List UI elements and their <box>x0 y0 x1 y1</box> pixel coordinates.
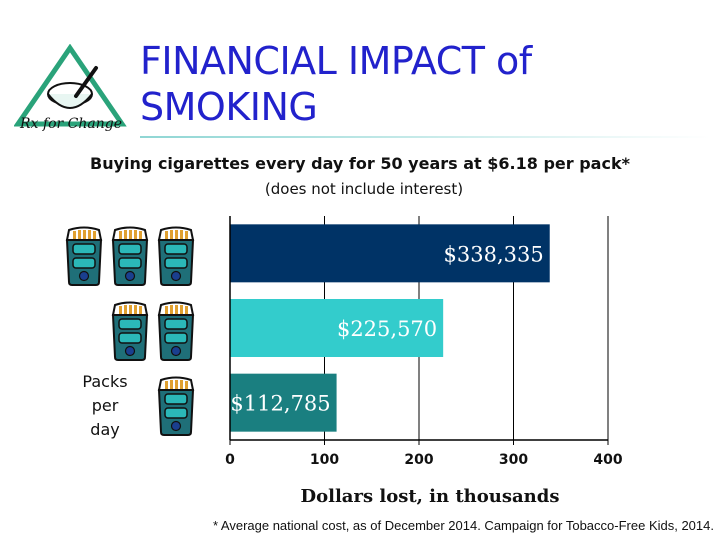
bar <box>230 373 337 432</box>
cigarette-pack-icon <box>64 224 104 290</box>
y-axis-label: Packs per day <box>60 370 150 442</box>
x-tick-label: 400 <box>593 452 622 468</box>
cigarette-pack-icon <box>156 374 196 440</box>
y-axis-label-line: day <box>90 420 120 439</box>
data-label: $112,785 <box>230 392 330 416</box>
x-tick-label: 300 <box>499 452 528 468</box>
bar <box>230 224 550 283</box>
slide-title: FINANCIAL IMPACT of SMOKING <box>140 39 532 129</box>
y-axis-label-line: per <box>91 396 119 415</box>
rx-for-change-logo: Rx for Change <box>14 44 127 132</box>
x-axis-label: Dollars lost, in thousands <box>301 486 560 507</box>
cigarette-pack-icon <box>156 299 196 365</box>
data-label: $338,335 <box>444 242 544 266</box>
title-divider <box>140 136 710 138</box>
pestle-icon <box>74 66 98 98</box>
cigarette-pack-icon <box>110 224 150 290</box>
mortar-bowl-icon <box>47 93 93 109</box>
x-tick-label: 200 <box>404 452 433 468</box>
y-axis-label-line: Packs <box>82 372 128 391</box>
cigarette-pack-icon <box>156 224 196 290</box>
chart-subtitle: Buying cigarettes every day for 50 years… <box>90 154 630 173</box>
chart-note: (does not include interest) <box>264 180 464 198</box>
x-tick-label: 100 <box>310 452 339 468</box>
logo-text: Rx for Change <box>19 116 122 132</box>
x-tick-label: 0 <box>225 452 235 468</box>
data-label: $225,570 <box>337 317 437 341</box>
footnote: * Average national cost, as of December … <box>212 518 714 533</box>
bar <box>230 299 444 357</box>
cigarette-pack-icon <box>110 299 150 365</box>
